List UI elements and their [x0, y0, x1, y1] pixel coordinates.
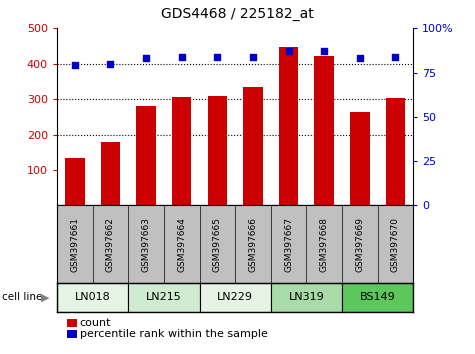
Bar	[101, 142, 120, 205]
Bar	[350, 112, 370, 205]
Bar	[65, 158, 85, 205]
Text: GSM397670: GSM397670	[391, 217, 400, 272]
Text: ▶: ▶	[41, 292, 50, 302]
Text: BS149: BS149	[360, 292, 396, 302]
Text: LN229: LN229	[217, 292, 253, 302]
Text: cell line: cell line	[2, 292, 43, 302]
Bar	[57, 283, 128, 312]
Bar	[279, 47, 298, 205]
Text: GSM397667: GSM397667	[284, 217, 293, 272]
Point	[356, 56, 364, 61]
Text: GSM397669: GSM397669	[355, 217, 364, 272]
Text: GSM397662: GSM397662	[106, 217, 115, 272]
Point	[178, 54, 185, 59]
Text: GSM397665: GSM397665	[213, 217, 222, 272]
Point	[391, 54, 399, 59]
Text: LN018: LN018	[75, 292, 111, 302]
Text: GSM397668: GSM397668	[320, 217, 329, 272]
Text: GDS4468 / 225182_at: GDS4468 / 225182_at	[161, 7, 314, 21]
Point	[142, 56, 150, 61]
Bar	[314, 56, 334, 205]
Point	[213, 54, 221, 59]
Point	[106, 61, 114, 67]
Bar	[172, 97, 191, 205]
Bar	[243, 87, 263, 205]
Bar	[271, 283, 342, 312]
Text: LN215: LN215	[146, 292, 182, 302]
Text: GSM397663: GSM397663	[142, 217, 151, 272]
Point	[71, 63, 79, 68]
Bar	[128, 283, 200, 312]
Bar	[208, 96, 227, 205]
Bar	[200, 283, 271, 312]
Point	[320, 48, 328, 54]
Point	[249, 54, 256, 59]
Text: GSM397666: GSM397666	[248, 217, 257, 272]
Text: count: count	[79, 318, 111, 327]
Bar	[136, 106, 156, 205]
Text: GSM397661: GSM397661	[70, 217, 79, 272]
Bar	[342, 283, 413, 312]
Point	[285, 48, 293, 54]
Text: LN319: LN319	[288, 292, 324, 302]
Bar	[386, 98, 405, 205]
Text: GSM397664: GSM397664	[177, 217, 186, 272]
Text: percentile rank within the sample: percentile rank within the sample	[79, 329, 267, 339]
